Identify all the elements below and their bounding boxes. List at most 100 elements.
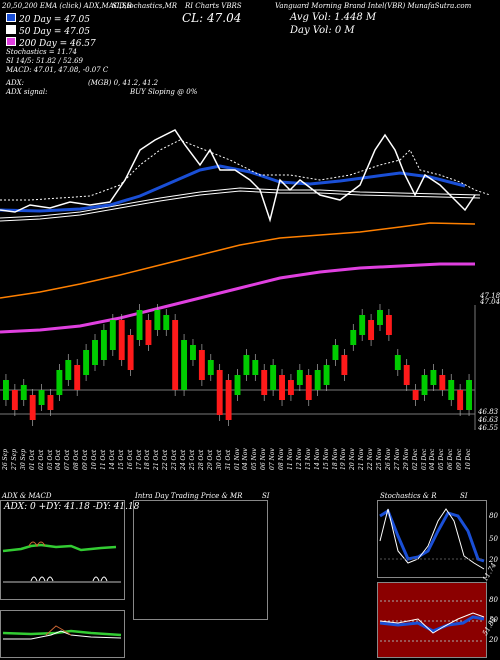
header-ri-charts[interactable]: RI Charts VBRS [185,2,242,10]
price-dotted-line [0,139,491,201]
date-label: 27 Nov [393,448,401,470]
ema50-line-2 [0,190,481,222]
date-label: 30 Sep [19,448,27,470]
date-label: 07 Nov [269,448,277,470]
date-label: 08 Oct [73,449,81,470]
axis-label-top: 47.18 [480,292,500,300]
close-price: CL: 47.04 [182,11,242,25]
date-label: 07 Oct [64,449,72,470]
date-label: 23 Oct [171,449,179,470]
date-label: 06 Dec [447,448,455,470]
candle [154,310,161,330]
ema200-line [0,222,476,299]
ema200-label: 200 Day = 46.57 [6,37,96,50]
si-value: SI 14/5: 51.82 / 52.69 [6,57,83,65]
ema200-swatch-icon [6,37,16,46]
avg-volume: Avg Vol: 1.448 M [290,12,377,23]
candle [252,360,259,375]
rsi-axis-20: 20 [489,636,498,644]
candle [118,320,125,360]
candle [466,380,472,410]
ema20-line [0,164,466,213]
candle [430,370,437,385]
candle [65,360,72,380]
candle [83,350,90,375]
candle [47,395,54,410]
candle [296,370,303,385]
candle [305,375,312,400]
date-label: 12 Nov [295,448,303,470]
candle [332,345,339,360]
candle [323,365,330,385]
date-label: 15 Oct [117,449,125,470]
date-label: 26 Sep [2,448,9,470]
adx-signal-label: ADX signal: [6,88,48,96]
date-axis: 26 Sep 27 Sep 30 Sep 01 Oct 02 Oct 03 Oct 04 O… [0,430,480,490]
date-label: 25 Oct [189,449,197,470]
candle [448,380,455,400]
header-indicators[interactable]: 20,50,200 EMA (click) ADX,MACD,B [2,2,132,10]
candle [350,330,357,345]
candle [216,370,223,415]
date-label: 05 Nov [251,448,259,470]
date-label: 10 Oct [91,449,99,470]
stoch-panel-title: Stochastics & R [380,492,437,500]
intra-day-panel [133,500,268,620]
candle [198,350,205,380]
candle [136,310,143,340]
date-label: 08 Nov [278,448,286,470]
axis-low1: 46.83 [478,408,499,416]
adx-panel-values: ADX: 0 +DY: 41.18 -DY: 41.18 [4,502,140,512]
date-label: 26 Nov [384,448,392,470]
date-label: 11 Oct [99,449,107,470]
date-label: 22 Oct [162,449,170,470]
candle [394,355,401,370]
candle [314,370,321,390]
rsi-axis-50: 50 [489,616,498,624]
candle [279,375,285,400]
date-label: 22 Nov [367,448,375,470]
candle [3,380,9,400]
stoch-panel-si: SI [460,492,468,500]
header-stochastics[interactable]: SI,Stochastics,MR [112,2,178,10]
candle [439,375,446,390]
macd-value: MACD: 47.01, 47.08, -0.07 C [6,66,109,74]
buy-signal: BUY Sloping @ 0% [130,88,198,96]
rsi-panel [377,582,487,658]
candle [100,330,107,360]
axis-low2: 46.63 [478,416,499,424]
candle [377,310,383,325]
candle [74,365,81,390]
candle [457,390,464,410]
intra-panel-title: Intra Day Trading Price & MR [135,492,243,500]
date-label: 11 Nov [286,448,294,470]
adx-values: (MGB) 0, 41.2, 41.2 [88,79,159,87]
candle [163,315,170,330]
candle [359,315,366,335]
ema20-label: 20 Day = 47.05 [6,13,90,26]
date-label: 31 Oct [224,449,232,470]
intra-panel-si: SI [262,492,270,500]
date-label: 14 Oct [108,449,116,470]
date-label: 20 Nov [349,448,357,470]
axis-low3: 46.55 [478,424,499,432]
date-label: 24 Oct [180,449,188,470]
candle [181,340,188,390]
date-label: 14 Nov [313,448,321,470]
date-label: 30 Oct [215,449,223,470]
date-label: 10 Dec [465,448,473,470]
bollinger-line [0,262,475,334]
price-line [0,129,476,223]
candle [270,365,277,390]
candle [29,395,36,420]
candle [368,320,375,340]
adx-label: ADX: [6,79,25,87]
date-label: 09 Oct [82,449,90,470]
ema50-label: 50 Day = 47.05 [6,25,90,38]
candle [287,380,294,395]
date-label: 25 Nov [376,448,384,470]
stoch-axis-20: 20 [489,556,498,564]
candle [421,375,428,395]
date-label: 21 Nov [358,448,366,470]
candle [341,355,348,375]
